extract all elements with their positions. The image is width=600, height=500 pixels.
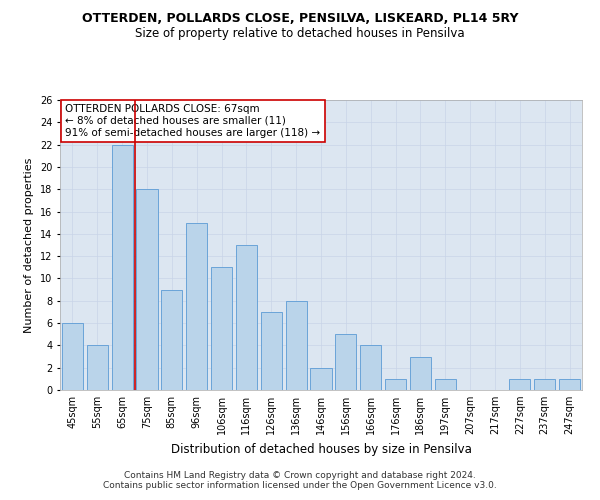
Bar <box>310 368 332 390</box>
Bar <box>360 346 381 390</box>
Bar <box>211 268 232 390</box>
Text: OTTERDEN, POLLARDS CLOSE, PENSILVA, LISKEARD, PL14 5RY: OTTERDEN, POLLARDS CLOSE, PENSILVA, LISK… <box>82 12 518 26</box>
Bar <box>136 189 158 390</box>
Text: OTTERDEN POLLARDS CLOSE: 67sqm
← 8% of detached houses are smaller (11)
91% of s: OTTERDEN POLLARDS CLOSE: 67sqm ← 8% of d… <box>65 104 320 138</box>
Text: Size of property relative to detached houses in Pensilva: Size of property relative to detached ho… <box>135 28 465 40</box>
Y-axis label: Number of detached properties: Number of detached properties <box>25 158 34 332</box>
Bar <box>236 245 257 390</box>
Bar <box>161 290 182 390</box>
Bar <box>509 379 530 390</box>
Bar <box>87 346 108 390</box>
Bar <box>112 144 133 390</box>
Bar <box>385 379 406 390</box>
Bar <box>534 379 555 390</box>
X-axis label: Distribution of detached houses by size in Pensilva: Distribution of detached houses by size … <box>170 442 472 456</box>
Bar <box>186 222 207 390</box>
Bar <box>62 323 83 390</box>
Bar <box>286 301 307 390</box>
Bar <box>335 334 356 390</box>
Bar <box>559 379 580 390</box>
Text: Contains HM Land Registry data © Crown copyright and database right 2024.
Contai: Contains HM Land Registry data © Crown c… <box>103 470 497 490</box>
Bar <box>410 356 431 390</box>
Bar <box>261 312 282 390</box>
Bar <box>435 379 456 390</box>
